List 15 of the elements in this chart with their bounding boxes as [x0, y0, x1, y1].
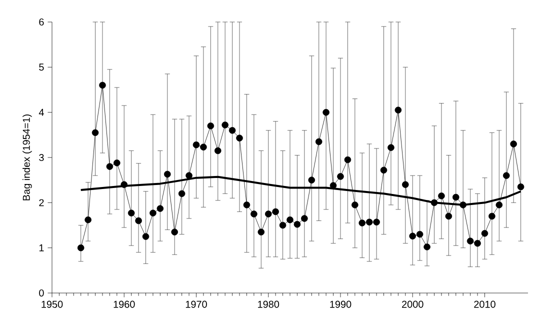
x-tick-label: 1950	[42, 300, 63, 308]
y-tick-label: 6	[39, 18, 44, 26]
y-tick-label: 1	[39, 244, 44, 252]
y-tick-label: 5	[39, 64, 44, 71]
x-tick-label: 1980	[258, 300, 280, 308]
y-tick-label: 3	[39, 154, 44, 162]
x-tick-label: 1960	[114, 300, 135, 308]
x-tick-label: 2010	[474, 300, 496, 308]
y-tick-label: 0	[39, 289, 44, 297]
x-tick-label: 1990	[330, 300, 352, 308]
x-tick-label: 1970	[186, 300, 207, 308]
y-tick-label: 4	[38, 108, 44, 116]
y-tick-label: 2	[39, 199, 44, 206]
y-axis-title: Bag index (1954=1)	[22, 114, 32, 200]
x-tick-label: 2000	[402, 300, 424, 308]
